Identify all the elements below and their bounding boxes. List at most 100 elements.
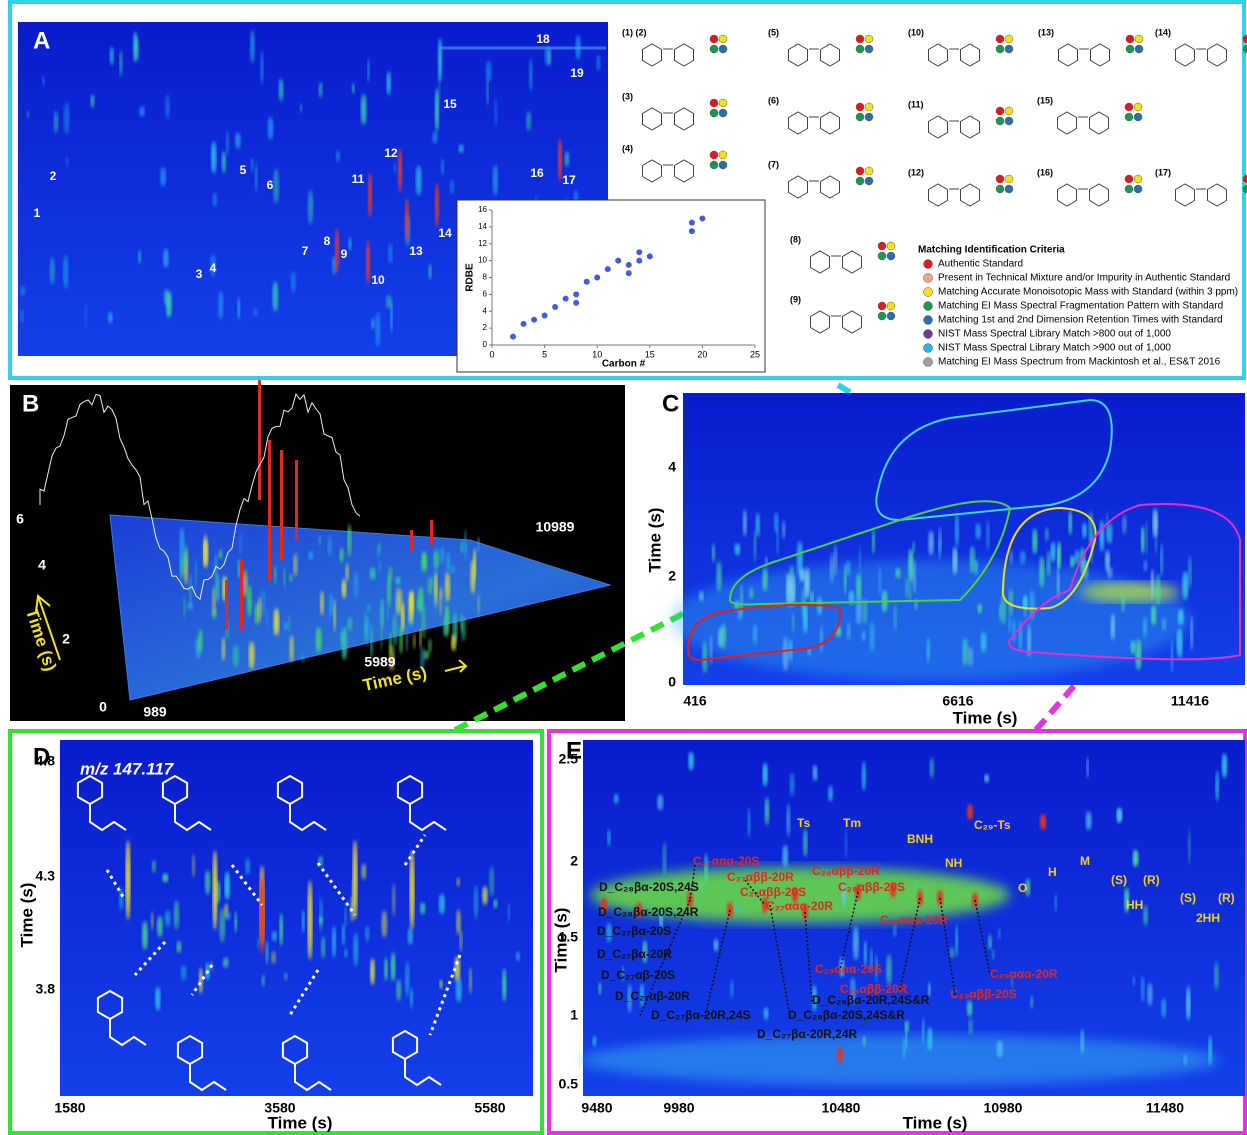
compound-label: D_C₂₇βα-20R [597,947,672,961]
peak-spot [1183,1053,1187,1067]
peak-spot [163,248,169,268]
criteria-dot [995,184,1005,194]
peak-spot [307,880,313,960]
peak-spot [366,615,369,647]
peak-spot [862,1035,867,1047]
compound-label: D_C₂₇βα-20S [597,924,671,938]
peak-spot [396,979,402,1002]
scatter-point [615,257,622,264]
peak-label: 4 [210,261,217,275]
peak-spot [393,161,396,175]
y-tick-label: 4.3 [36,868,56,884]
y-tick-label: 2 [570,853,578,869]
peak-spot [351,82,355,95]
criteria-dot [1004,106,1014,116]
structure-ring [1089,111,1109,135]
criteria-dot [718,44,728,54]
criteria-dot [1004,116,1014,126]
structure-ring [1057,183,1077,207]
compound-label: C₂₇ααα-20S [693,854,759,868]
peak-spot [319,896,323,933]
structure-ring [642,107,662,131]
peak-spot [399,624,403,655]
peak-spot [955,924,958,958]
structure-label: (14) [1155,27,1171,37]
peak-spot [449,179,455,195]
criteria-dot [1133,102,1143,112]
peak-spot [1099,519,1105,552]
peak-spot [926,637,931,663]
peak-spot [180,964,187,981]
criteria-dot [864,44,874,54]
peak-spot [265,940,269,965]
peak-spot [267,116,274,141]
peak-spot [366,240,370,284]
peak-spot [486,77,489,106]
peak-label: 5 [240,163,247,177]
peak-spot [762,762,768,787]
peak-spot [443,618,447,637]
x-tick-label: 5580 [474,1100,505,1116]
peak-spot [1057,568,1060,600]
peak-spot [272,281,279,312]
peak-spot [388,243,393,264]
peak-spot [301,909,305,933]
panel-label: B [22,390,39,417]
scatter-point [583,278,590,285]
ion-label: m/z 147.117 [80,759,175,778]
peak-spot [49,256,55,285]
peak-spot [405,961,410,997]
scatter-point [531,316,538,323]
y-tick-label: 4 [668,459,676,475]
peak-spot [318,81,323,98]
compound-label: C₂₉αββ-20R [840,982,908,996]
peak-spot [606,922,612,943]
structure-chain [189,1064,227,1092]
scatter-point [573,299,580,306]
peak-spot [409,850,415,930]
peak-spot [807,647,812,657]
heatmap [60,740,533,1096]
peak-spot [1082,522,1087,539]
compound-label: Ts [797,816,810,830]
peak-spot [347,523,352,558]
y-tick-label: 1 [570,1007,578,1023]
criteria-dot [855,176,865,186]
peak-spot [489,865,495,897]
chromatogram [39,392,361,601]
peak-spot [862,597,868,625]
peak-spot [544,46,550,66]
peak-spot [308,551,314,560]
peak-spot [1171,638,1174,673]
peak-spot [1039,555,1045,588]
peak-spot [776,526,779,556]
peak-spot [245,858,251,875]
peak-spot [1106,511,1109,543]
legend-swatch [923,273,933,283]
peak-spot [967,804,973,820]
peak-spot [119,50,123,77]
criteria-dot [1124,174,1134,184]
structure-label: (16) [1037,167,1053,177]
peak-spot [176,940,182,954]
peak-spot [908,548,914,584]
peak-spot [1142,616,1148,639]
x-tick-label: 10 [592,349,602,359]
structure-ring [928,115,948,139]
peak-spot [125,840,131,920]
peak-spot [375,312,381,348]
peak-spot [225,911,231,921]
peak-spot [271,930,277,942]
peak-spot [360,93,367,125]
criteria-dot [1125,44,1135,54]
scatter-point [646,253,653,260]
peak-spot [435,88,439,132]
peak-spot [368,173,372,217]
peak-spot [42,75,45,87]
x-tick-label: 5 [542,349,547,359]
peak-spot [1000,595,1007,625]
criteria-dot [1242,44,1247,54]
peak-spot [659,909,663,930]
peak-spot [713,938,719,952]
structure-ring [820,175,840,199]
